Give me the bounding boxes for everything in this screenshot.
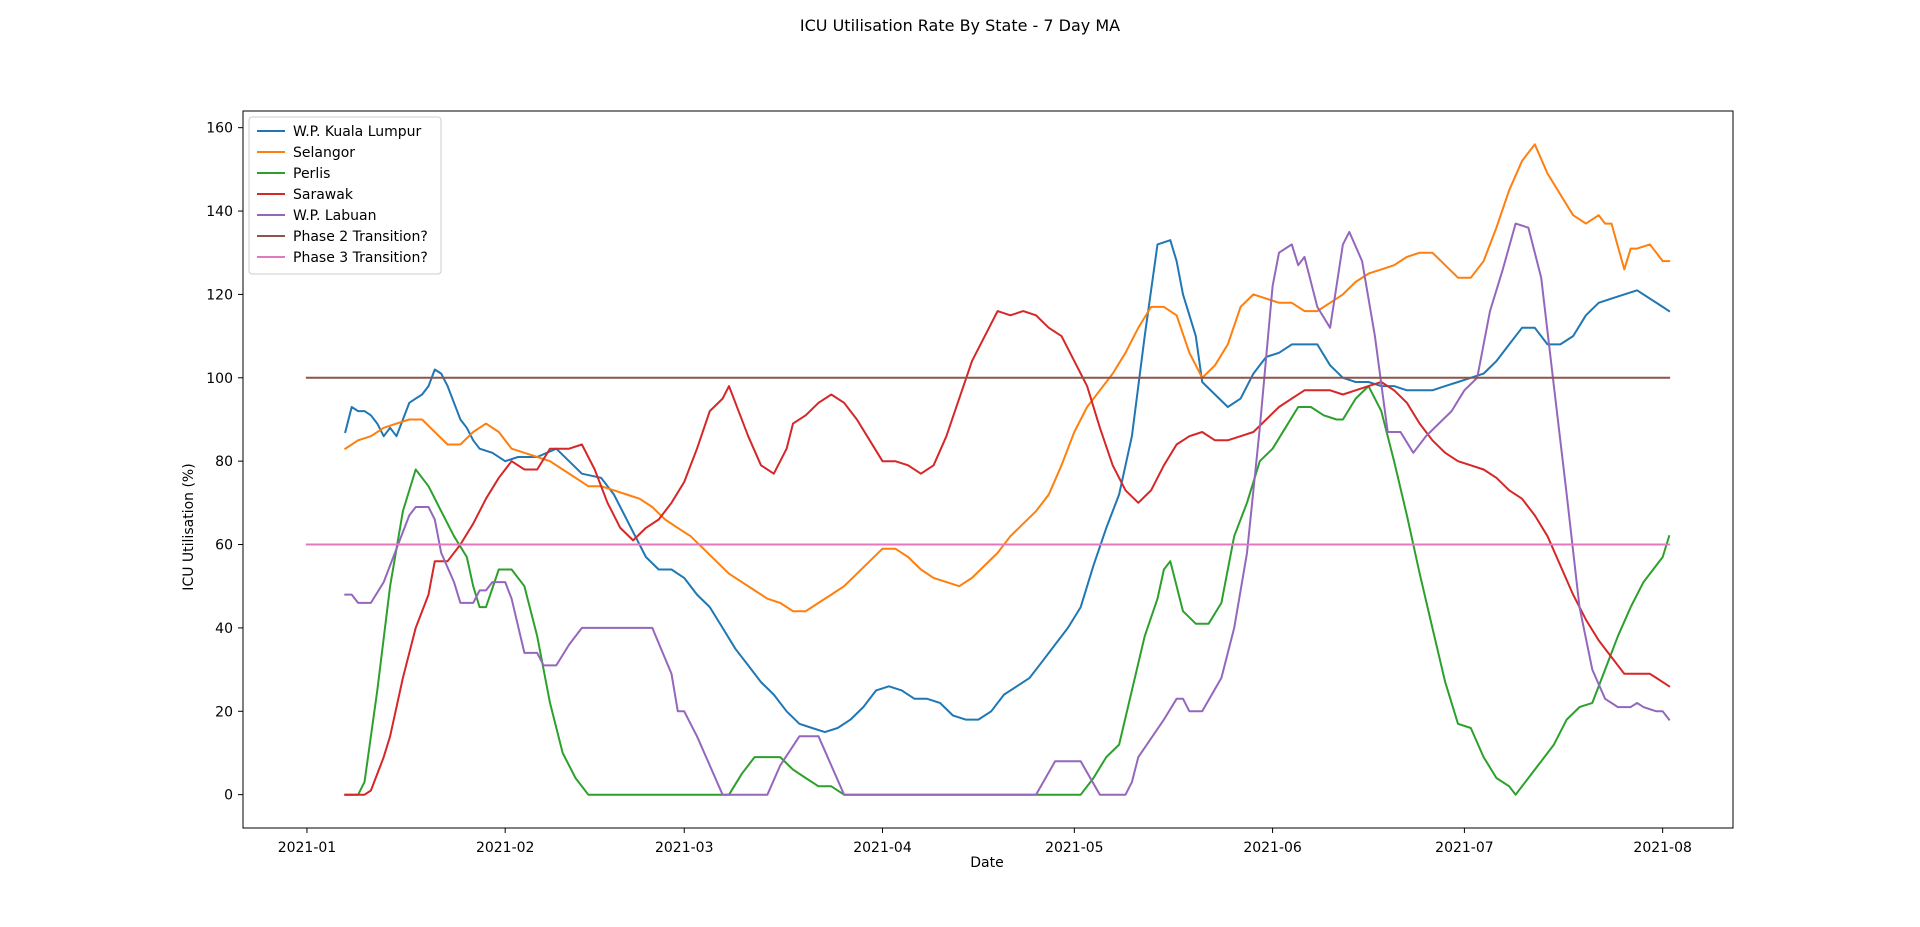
legend: W.P. Kuala Lumpur Selangor Perlis Sarawak W.… xyxy=(248,116,442,275)
x-tick-label: 2021-07 xyxy=(1435,840,1494,856)
axes: 2021-01 2021-02 2021-03 2021-04 2021-05 2021-… xyxy=(206,110,1734,856)
series-line-perlis xyxy=(344,385,1671,796)
series-line-w-p-kuala-lumpur xyxy=(344,239,1671,734)
legend-box xyxy=(248,116,442,275)
legend-label-phase-2-transition: Phase 2 Transition? xyxy=(293,229,428,245)
y-tick-label: 60 xyxy=(215,538,233,554)
x-tick-label: 2021-04 xyxy=(853,840,912,856)
series-line-w-p-labuan xyxy=(344,222,1671,796)
legend-label-w-p-kuala-lumpur: W.P. Kuala Lumpur xyxy=(293,124,422,140)
y-tick-label: 20 xyxy=(215,704,233,720)
y-tick-label: 40 xyxy=(215,621,233,637)
y-tick-label: 140 xyxy=(206,204,233,220)
x-tick-label: 2021-05 xyxy=(1045,840,1104,856)
legend-label-phase-3-transition: Phase 3 Transition? xyxy=(293,250,428,266)
legend-label-sarawak: Sarawak xyxy=(293,187,354,203)
legend-label-selangor: Selangor xyxy=(293,145,355,161)
x-tick-label: 2021-02 xyxy=(476,840,535,856)
series-line-sarawak xyxy=(344,310,1671,796)
x-tick-label: 2021-06 xyxy=(1243,840,1302,856)
legend-label-w-p-labuan: W.P. Labuan xyxy=(293,208,376,224)
x-tick-label: 2021-03 xyxy=(655,840,714,856)
y-tick-label: 120 xyxy=(206,287,233,303)
series-line-selangor xyxy=(343,143,1671,613)
plot-area xyxy=(305,143,1671,796)
y-tick-label: 0 xyxy=(224,788,233,804)
legend-label-perlis: Perlis xyxy=(293,166,330,182)
x-tick-label: 2021-08 xyxy=(1633,840,1692,856)
x-tick-label: 2021-01 xyxy=(278,840,337,856)
y-tick-label: 80 xyxy=(215,454,233,470)
x-axis-title: Date xyxy=(970,855,1003,871)
y-tick-label: 100 xyxy=(206,371,233,387)
chart-title: ICU Utilisation Rate By State - 7 Day MA xyxy=(800,16,1120,35)
y-tick-label: 160 xyxy=(206,121,233,137)
y-axis-title: ICU Utilisation (%) xyxy=(181,463,197,590)
plot-frame xyxy=(242,110,1734,829)
